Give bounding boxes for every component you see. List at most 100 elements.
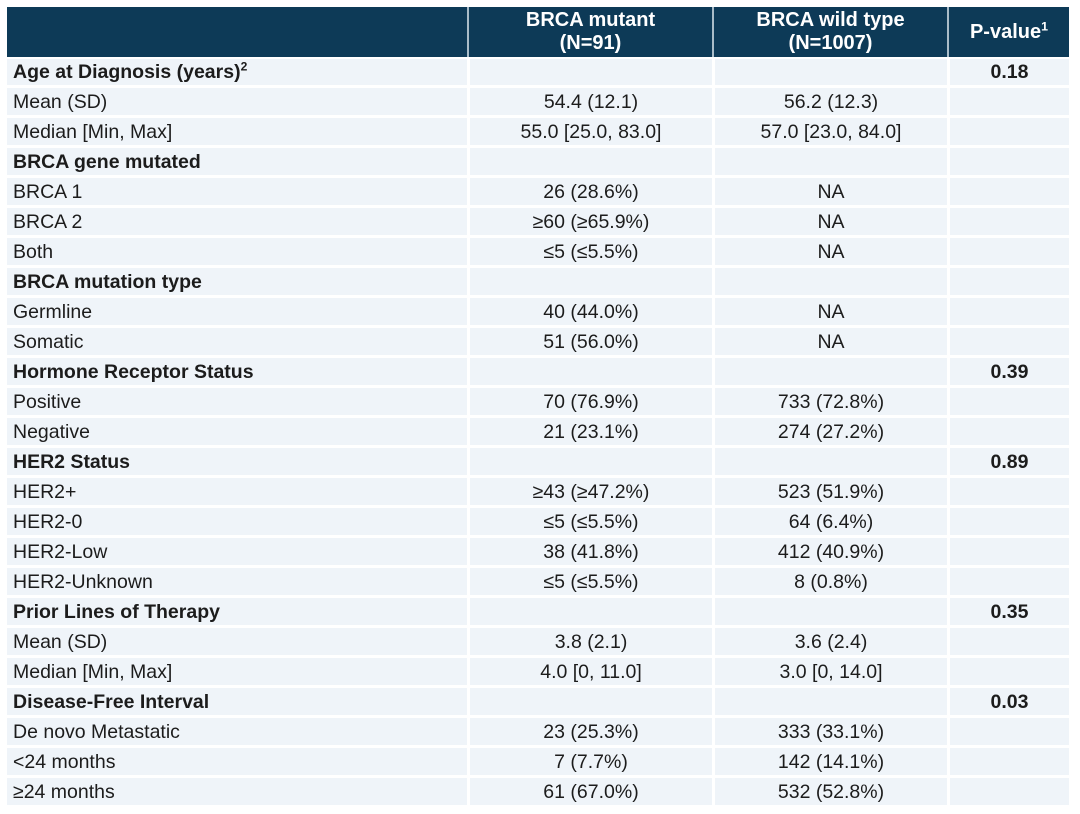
cell-brca-mutant: 54.4 (12.1) [467,88,712,118]
cell-p-value [947,88,1069,118]
row-label: HER2-0 [7,508,467,538]
header-cell-p-value: P-value1 [947,7,1069,57]
cell-brca-mutant [467,268,712,298]
table-row: HER2+ ≥43 (≥47.2%) 523 (51.9%) [7,478,1069,508]
baseline-characteristics-table: BRCA mutant (N=91) BRCA wild type (N=100… [7,7,1069,808]
row-label: Positive [7,388,467,418]
cell-brca-wild-type: 8 (0.8%) [712,568,947,598]
header-cell-label [7,7,467,57]
cell-p-value [947,748,1069,778]
table-body: Age at Diagnosis (years)2 0.18 Mean (SD) 54… [7,57,1069,808]
table-row: Mean (SD) 3.8 (2.1) 3.6 (2.4) [7,628,1069,658]
table-row: <24 months 7 (7.7%) 142 (14.1%) [7,748,1069,778]
cell-brca-wild-type: NA [712,238,947,268]
row-label: Germline [7,298,467,328]
cell-brca-mutant [467,448,712,478]
cell-brca-mutant: ≥43 (≥47.2%) [467,478,712,508]
header-row: BRCA mutant (N=91) BRCA wild type (N=100… [7,7,1069,57]
row-label-superscript: 2 [240,59,248,74]
header-cell-brca-wild-type: BRCA wild type (N=1007) [712,7,947,57]
cell-p-value [947,328,1069,358]
cell-brca-wild-type: 532 (52.8%) [712,778,947,808]
row-label: Both [7,238,467,268]
cell-p-value [947,208,1069,238]
table-row: HER2-0 ≤5 (≤5.5%) 64 (6.4%) [7,508,1069,538]
table-row: Germline 40 (44.0%) NA [7,298,1069,328]
row-label: HER2+ [7,478,467,508]
cell-p-value [947,418,1069,448]
table-row: Age at Diagnosis (years)2 0.18 [7,57,1069,88]
table-header: BRCA mutant (N=91) BRCA wild type (N=100… [7,7,1069,57]
cell-p-value [947,718,1069,748]
row-label: BRCA 2 [7,208,467,238]
table-row: HER2-Unknown ≤5 (≤5.5%) 8 (0.8%) [7,568,1069,598]
table-row: Prior Lines of Therapy 0.35 [7,598,1069,628]
cell-brca-wild-type: 523 (51.9%) [712,478,947,508]
header-cell-brca-mutant: BRCA mutant (N=91) [467,7,712,57]
row-label: Hormone Receptor Status [7,358,467,388]
cell-brca-mutant: 70 (76.9%) [467,388,712,418]
cell-p-value: 0.18 [947,57,1069,88]
cell-brca-wild-type: 56.2 (12.3) [712,88,947,118]
table-row: BRCA 2 ≥60 (≥65.9%) NA [7,208,1069,238]
cell-brca-wild-type: NA [712,208,947,238]
cell-brca-mutant: 38 (41.8%) [467,538,712,568]
cell-brca-mutant: 40 (44.0%) [467,298,712,328]
row-label: Disease-Free Interval [7,688,467,718]
row-label: <24 months [7,748,467,778]
table-row: BRCA 1 26 (28.6%) NA [7,178,1069,208]
cell-brca-wild-type: 142 (14.1%) [712,748,947,778]
cell-p-value: 0.89 [947,448,1069,478]
cell-brca-wild-type: 3.6 (2.4) [712,628,947,658]
cell-p-value [947,148,1069,178]
cell-brca-mutant: 7 (7.7%) [467,748,712,778]
cell-brca-mutant [467,57,712,88]
cell-p-value [947,778,1069,808]
row-label: HER2 Status [7,448,467,478]
row-label: Age at Diagnosis (years)2 [7,57,467,88]
table-row: Positive 70 (76.9%) 733 (72.8%) [7,388,1069,418]
cell-brca-mutant: 3.8 (2.1) [467,628,712,658]
cell-p-value: 0.39 [947,358,1069,388]
cell-brca-mutant [467,688,712,718]
table-row: BRCA mutation type [7,268,1069,298]
cell-brca-wild-type [712,57,947,88]
cell-brca-mutant: 23 (25.3%) [467,718,712,748]
cell-brca-wild-type: 333 (33.1%) [712,718,947,748]
cell-brca-mutant [467,148,712,178]
cell-p-value [947,268,1069,298]
cell-p-value [947,388,1069,418]
cell-brca-mutant: 21 (23.1%) [467,418,712,448]
row-label: BRCA mutation type [7,268,467,298]
cell-brca-mutant: ≤5 (≤5.5%) [467,238,712,268]
row-label: Mean (SD) [7,628,467,658]
cell-brca-wild-type: 733 (72.8%) [712,388,947,418]
cell-brca-mutant: ≤5 (≤5.5%) [467,508,712,538]
cell-p-value: 0.35 [947,598,1069,628]
header-brca-wild-line2: (N=1007) [788,32,873,54]
row-label: Median [Min, Max] [7,118,467,148]
cell-brca-mutant [467,358,712,388]
cell-brca-wild-type: 64 (6.4%) [712,508,947,538]
row-label: ≥24 months [7,778,467,808]
header-brca-wild-line1: BRCA wild type [756,9,905,31]
cell-p-value [947,238,1069,268]
cell-brca-wild-type: NA [712,178,947,208]
row-label: HER2-Low [7,538,467,568]
cell-brca-wild-type [712,448,947,478]
cell-brca-mutant [467,598,712,628]
cell-brca-wild-type [712,358,947,388]
table-row: Hormone Receptor Status 0.39 [7,358,1069,388]
row-label: De novo Metastatic [7,718,467,748]
table-row: HER2-Low 38 (41.8%) 412 (40.9%) [7,538,1069,568]
table-row: Median [Min, Max] 4.0 [0, 11.0] 3.0 [0, 14… [7,658,1069,688]
cell-brca-mutant: ≤5 (≤5.5%) [467,568,712,598]
cell-brca-mutant: 61 (67.0%) [467,778,712,808]
table-row: Disease-Free Interval 0.03 [7,688,1069,718]
header-p-value-superscript: 1 [1041,18,1049,33]
cell-brca-mutant: 51 (56.0%) [467,328,712,358]
cell-brca-wild-type [712,268,947,298]
table-row: De novo Metastatic 23 (25.3%) 333 (33.1%) [7,718,1069,748]
cell-p-value [947,658,1069,688]
